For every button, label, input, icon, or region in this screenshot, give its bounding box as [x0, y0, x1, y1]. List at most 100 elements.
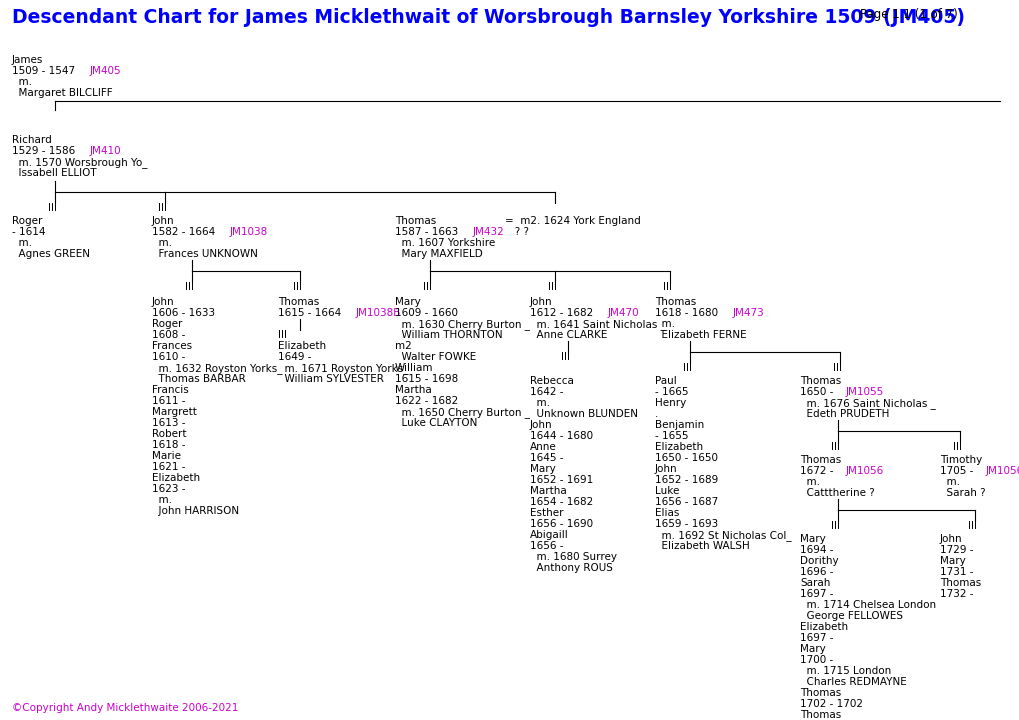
Text: m. 1680 Surrey: m. 1680 Surrey — [530, 552, 616, 562]
Text: m. 1570 Worsbrough Yo_: m. 1570 Worsbrough Yo_ — [12, 157, 148, 168]
Text: 1615 - 1664: 1615 - 1664 — [278, 308, 347, 318]
Text: Unknown BLUNDEN: Unknown BLUNDEN — [530, 409, 637, 419]
Text: 1697 -: 1697 - — [799, 589, 833, 599]
Text: m. 1692 St Nicholas Col_: m. 1692 St Nicholas Col_ — [654, 530, 791, 541]
Text: Mary: Mary — [530, 464, 555, 474]
Text: 1672 -: 1672 - — [799, 466, 840, 476]
Text: Mary: Mary — [799, 644, 825, 654]
Text: 1608 -: 1608 - — [152, 330, 185, 340]
Text: 1610 -: 1610 - — [152, 352, 185, 362]
Text: Sarah: Sarah — [799, 578, 829, 588]
Text: 1644 - 1680: 1644 - 1680 — [530, 431, 592, 441]
Text: 1700 -: 1700 - — [799, 655, 833, 665]
Text: Elizabeth FERNE: Elizabeth FERNE — [654, 330, 746, 340]
Text: Agnes GREEN: Agnes GREEN — [12, 249, 90, 259]
Text: 1650 -: 1650 - — [799, 387, 839, 397]
Text: John: John — [530, 420, 552, 430]
Text: .: . — [654, 409, 657, 419]
Text: m. 1650 Cherry Burton _: m. 1650 Cherry Burton _ — [394, 407, 530, 418]
Text: 1702 - 1702: 1702 - 1702 — [799, 699, 862, 709]
Text: JM432: JM432 — [473, 227, 504, 237]
Text: - 1655: - 1655 — [654, 431, 688, 441]
Text: Mary: Mary — [394, 297, 421, 307]
Text: 1654 - 1682: 1654 - 1682 — [530, 497, 593, 507]
Text: Martha: Martha — [394, 385, 431, 395]
Text: Mary MAXFIELD: Mary MAXFIELD — [394, 249, 482, 259]
Text: m.: m. — [799, 477, 819, 487]
Text: JM1056F: JM1056F — [985, 466, 1019, 476]
Text: Thomas BARBAR: Thomas BARBAR — [152, 374, 246, 384]
Text: Elizabeth: Elizabeth — [278, 341, 326, 351]
Text: III: III — [158, 203, 167, 213]
Text: III: III — [662, 282, 672, 292]
Text: 1645 -: 1645 - — [530, 453, 562, 463]
Text: JM470: JM470 — [607, 308, 639, 318]
Text: 1696 -: 1696 - — [799, 567, 833, 577]
Text: Frances UNKNOWN: Frances UNKNOWN — [152, 249, 258, 259]
Text: 1587 - 1663: 1587 - 1663 — [394, 227, 465, 237]
Text: 1652 - 1689: 1652 - 1689 — [654, 475, 717, 485]
Text: 1623 -: 1623 - — [152, 484, 185, 494]
Text: m. 1671 Royston Yorks_: m. 1671 Royston Yorks_ — [278, 363, 408, 374]
Text: 1694 -: 1694 - — [799, 545, 833, 555]
Text: 1611 -: 1611 - — [152, 396, 185, 406]
Text: Luke: Luke — [654, 486, 679, 496]
Text: Thomas: Thomas — [799, 455, 841, 465]
Text: III: III — [560, 352, 570, 362]
Text: III: III — [184, 282, 194, 292]
Text: 1622 - 1682: 1622 - 1682 — [394, 396, 458, 406]
Text: Abigaill: Abigaill — [530, 530, 569, 540]
Text: m.: m. — [12, 77, 32, 87]
Text: William THORNTON: William THORNTON — [394, 330, 502, 340]
Text: Margaret BILCLIFF: Margaret BILCLIFF — [12, 88, 112, 98]
Text: 1656 - 1690: 1656 - 1690 — [530, 519, 592, 529]
Text: m.: m. — [530, 398, 549, 408]
Text: Thomas: Thomas — [940, 578, 980, 588]
Text: 1656 -: 1656 - — [530, 541, 562, 551]
Text: m. 1641 Saint Nicholas _: m. 1641 Saint Nicholas _ — [530, 319, 665, 330]
Text: Thomas: Thomas — [394, 216, 436, 226]
Text: William: William — [394, 363, 433, 373]
Text: Anne CLARKE: Anne CLARKE — [530, 330, 606, 340]
Text: 1652 - 1691: 1652 - 1691 — [530, 475, 593, 485]
Text: John: John — [152, 216, 174, 226]
Text: Robert: Robert — [152, 429, 186, 439]
Text: III: III — [48, 203, 57, 213]
Text: m. 1676 Saint Nicholas _: m. 1676 Saint Nicholas _ — [799, 398, 935, 409]
Text: Rebecca: Rebecca — [530, 376, 574, 386]
Text: 1529 - 1586: 1529 - 1586 — [12, 146, 82, 156]
Text: JM410: JM410 — [90, 146, 121, 156]
Text: JM1038: JM1038 — [229, 227, 268, 237]
Text: 1659 - 1693: 1659 - 1693 — [654, 519, 717, 529]
Text: Henry: Henry — [654, 398, 686, 408]
Text: Richard: Richard — [12, 135, 52, 145]
Text: Martha: Martha — [530, 486, 567, 496]
Text: Edeth PRUDETH: Edeth PRUDETH — [799, 409, 889, 419]
Text: 1650 - 1650: 1650 - 1650 — [654, 453, 717, 463]
Text: Issabell ELLIOT: Issabell ELLIOT — [12, 168, 97, 178]
Text: Benjamin: Benjamin — [654, 420, 703, 430]
Text: Anthony ROUS: Anthony ROUS — [530, 563, 612, 573]
Text: 1612 - 1682: 1612 - 1682 — [530, 308, 599, 318]
Text: m. 1630 Cherry Burton _: m. 1630 Cherry Burton _ — [394, 319, 530, 330]
Text: 1732 -: 1732 - — [940, 589, 972, 599]
Text: =  m2. 1624 York England: = m2. 1624 York England — [504, 216, 640, 226]
Text: 1609 - 1660: 1609 - 1660 — [394, 308, 458, 318]
Text: III: III — [423, 282, 432, 292]
Text: III: III — [683, 363, 691, 373]
Text: JM1055: JM1055 — [845, 387, 883, 397]
Text: m. 1714 Chelsea London: m. 1714 Chelsea London — [799, 600, 935, 610]
Text: m.: m. — [152, 238, 172, 248]
Text: Sarah ?: Sarah ? — [940, 488, 984, 498]
Text: JM405: JM405 — [90, 66, 121, 76]
Text: Frances: Frances — [152, 341, 192, 351]
Text: Thomas: Thomas — [799, 376, 841, 386]
Text: Elizabeth: Elizabeth — [152, 473, 200, 483]
Text: John: John — [940, 534, 962, 544]
Text: Elias: Elias — [654, 508, 679, 518]
Text: John: John — [654, 464, 677, 474]
Text: 1705 -: 1705 - — [940, 466, 979, 476]
Text: m.: m. — [12, 238, 32, 248]
Text: Charles REDMAYNE: Charles REDMAYNE — [799, 677, 906, 687]
Text: Roger: Roger — [12, 216, 43, 226]
